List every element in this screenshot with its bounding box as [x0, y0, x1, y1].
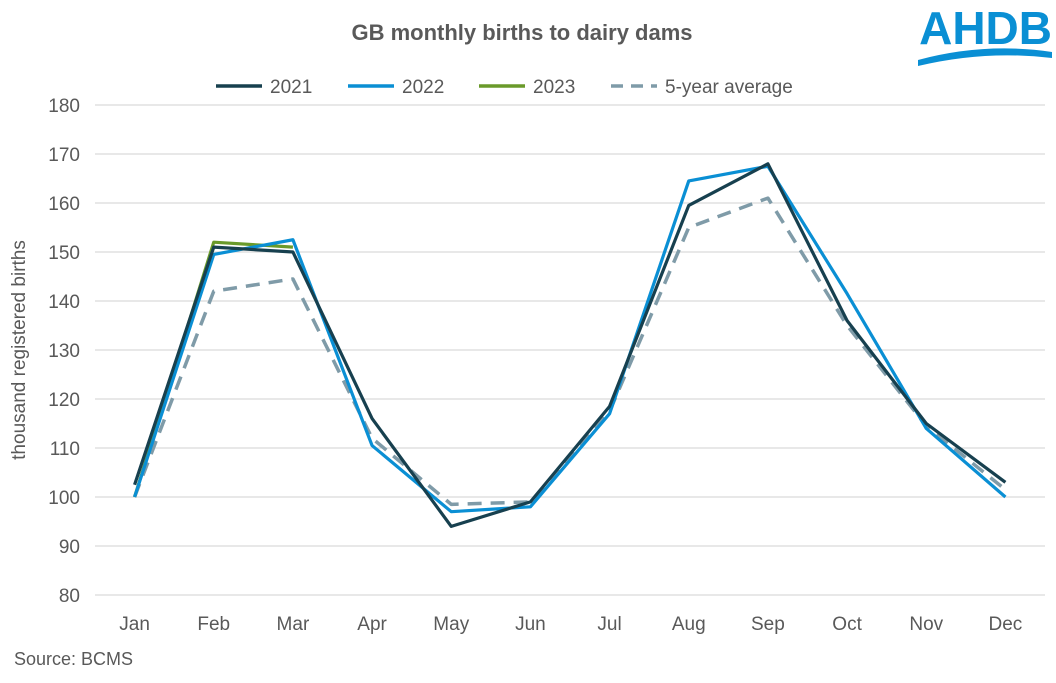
x-tick-label: May: [433, 614, 469, 635]
series-line-2023: [133, 240, 294, 498]
legend-label: 5-year average: [665, 77, 793, 98]
legend-item: 2023: [479, 77, 575, 98]
legend-item: 2022: [348, 77, 444, 98]
series-lines: [132, 162, 1007, 529]
x-tick-label: Aug: [672, 614, 706, 635]
series-line-2022: [133, 164, 1007, 514]
legend-label: 2021: [270, 77, 312, 98]
x-tick-label: Jun: [515, 614, 546, 635]
x-tick-label: Nov: [909, 614, 943, 635]
y-tick-label: 110: [50, 439, 80, 460]
x-tick-label: Sep: [751, 614, 785, 635]
y-tick-label: 180: [48, 96, 80, 117]
y-tick-label: 100: [48, 488, 80, 509]
legend: 2021 2022 2023 5-year average: [216, 77, 793, 98]
y-axis-label: thousand registered births: [9, 240, 30, 460]
series-line-2021: [133, 162, 1007, 529]
legend-item: 5-year average: [611, 77, 793, 98]
y-tick-label: 160: [48, 194, 80, 215]
gridlines: [95, 104, 1045, 596]
y-tick-label: 150: [48, 243, 80, 264]
y-tick-label: 170: [48, 145, 80, 166]
chart-title: GB monthly births to dairy dams: [351, 20, 692, 45]
x-tick-label: Mar: [277, 614, 310, 635]
logo-swoosh: [918, 48, 1052, 66]
y-tick-label: 120: [48, 390, 80, 411]
ahdb-logo: AHDB: [918, 2, 1052, 66]
x-tick-label: Jan: [119, 614, 150, 635]
legend-item: 2021: [216, 77, 312, 98]
x-tick-label: Dec: [989, 614, 1023, 635]
y-tick-label: 90: [59, 537, 80, 558]
x-tick-label: Feb: [197, 614, 230, 635]
x-axis-ticks: Jan Feb Mar Apr May Jun Jul Aug Sep Oct Nov Dec: [119, 614, 1022, 635]
y-axis-ticks: 80 90 100 110 120 130 140 150 160 170 180: [48, 96, 80, 607]
x-tick-label: Jul: [597, 614, 621, 635]
source-note: Source: BCMS: [14, 649, 133, 669]
legend-label: 2022: [402, 77, 444, 98]
y-tick-label: 130: [48, 341, 80, 362]
legend-label: 2023: [533, 77, 575, 98]
logo-text: AHDB: [919, 2, 1052, 54]
x-tick-label: Oct: [832, 614, 862, 635]
x-tick-label: Apr: [357, 614, 387, 635]
y-tick-label: 80: [59, 586, 80, 607]
y-tick-label: 140: [48, 292, 80, 313]
